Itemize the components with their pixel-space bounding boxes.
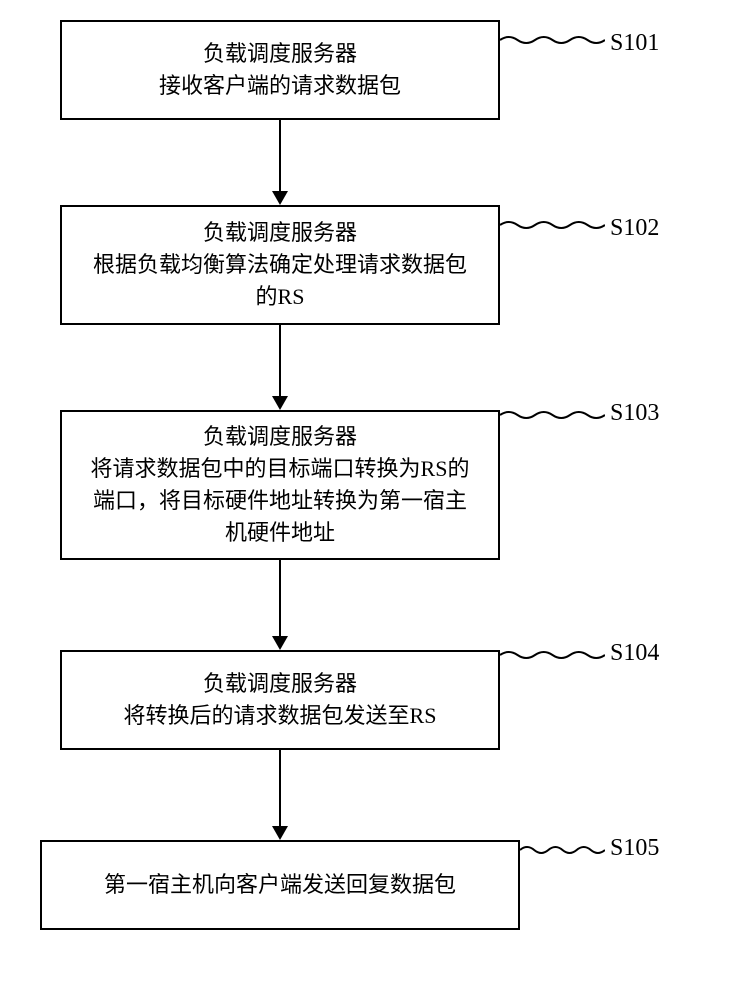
arrow-head-icon [272,826,288,840]
step-text: 负载调度服务器 [203,217,357,249]
flowchart-canvas: 负载调度服务器 接收客户端的请求数据包 负载调度服务器 根据负载均衡算法确定处理… [0,0,734,1000]
step-label-s104: S104 [610,640,659,667]
arrow-head-icon [272,396,288,410]
connector-squiggle [500,213,605,237]
step-text: 负载调度服务器 [203,668,357,700]
step-box-1: 负载调度服务器 接收客户端的请求数据包 [60,20,500,120]
step-text: 端口，将目标硬件地址转换为第一宿主 [93,485,467,517]
step-text: 将转换后的请求数据包发送至RS [124,700,437,732]
step-text: 将请求数据包中的目标端口转换为RS的 [91,453,470,485]
step-box-2: 负载调度服务器 根据负载均衡算法确定处理请求数据包 的RS [60,205,500,325]
arrow-line [279,325,281,396]
arrow-line [279,750,281,826]
arrow-line [279,560,281,636]
connector-squiggle [500,643,605,667]
step-label-s101: S101 [610,30,659,57]
step-text: 的RS [256,281,305,313]
arrow-head-icon [272,636,288,650]
step-text: 第一宿主机向客户端发送回复数据包 [104,869,456,901]
step-text: 根据负载均衡算法确定处理请求数据包 [93,249,467,281]
step-box-5: 第一宿主机向客户端发送回复数据包 [40,840,520,930]
step-box-3: 负载调度服务器 将请求数据包中的目标端口转换为RS的 端口，将目标硬件地址转换为… [60,410,500,560]
connector-squiggle [500,28,605,52]
step-label-s105: S105 [610,835,659,862]
step-text: 负载调度服务器 [203,421,357,453]
step-text: 机硬件地址 [225,517,335,549]
step-label-s102: S102 [610,215,659,242]
connector-squiggle [500,403,605,427]
arrow-head-icon [272,191,288,205]
step-label-s103: S103 [610,400,659,427]
step-box-4: 负载调度服务器 将转换后的请求数据包发送至RS [60,650,500,750]
connector-squiggle [520,838,605,862]
step-text: 负载调度服务器 [203,38,357,70]
step-text: 接收客户端的请求数据包 [159,70,401,102]
arrow-line [279,120,281,191]
